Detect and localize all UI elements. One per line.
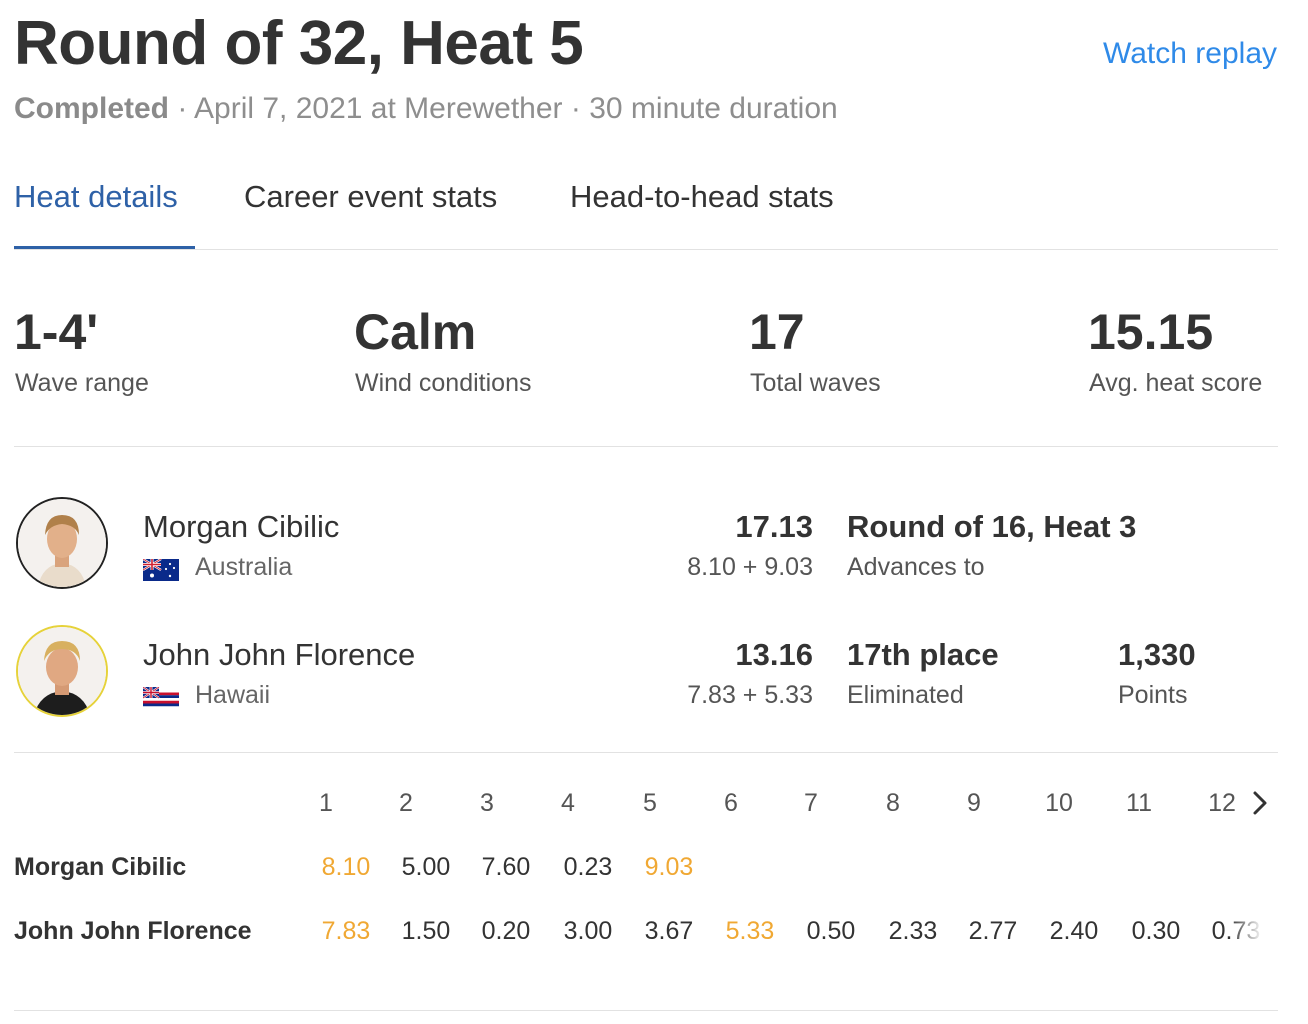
- heat-details: · April 7, 2021 at Merewether · 30 minut…: [169, 92, 838, 125]
- surfer-result-label: Advances to: [847, 553, 985, 581]
- tab-career-event-stats[interactable]: Career event stats: [244, 179, 498, 214]
- wave-score[interactable]: 1.50: [401, 917, 451, 945]
- avatar-john-john-florence[interactable]: [16, 625, 108, 717]
- stat-avg-score-label: Avg. heat score: [1089, 369, 1263, 397]
- watch-replay-link[interactable]: Watch replay: [1103, 37, 1277, 70]
- wave-score[interactable]: 0.20: [481, 917, 531, 945]
- divider: [14, 1010, 1278, 1011]
- surfer-country: Hawaii: [142, 679, 271, 711]
- wave-number: 1: [319, 789, 333, 817]
- wave-number: 8: [886, 789, 900, 817]
- active-tab-indicator: [14, 246, 195, 249]
- scroll-fade: [1230, 905, 1280, 955]
- stat-wind-label: Wind conditions: [355, 369, 532, 397]
- surfer-points-label: Points: [1118, 681, 1188, 709]
- surfer-score-breakdown: 7.83 + 5.33: [687, 681, 813, 709]
- wave-number: 4: [561, 789, 575, 817]
- wave-score[interactable]: 7.83: [321, 917, 371, 945]
- stat-wave-range-value: 1-4': [14, 304, 99, 360]
- wave-number: 12: [1208, 789, 1236, 817]
- surfer-name-john-john-florence[interactable]: John John Florence: [143, 637, 416, 672]
- surfer-result[interactable]: Round of 16, Heat 3: [847, 509, 1137, 544]
- surfer-country-label: Hawaii: [195, 681, 271, 709]
- surfer-name-morgan-cibilic[interactable]: Morgan Cibilic: [143, 509, 340, 544]
- heat-status: Completed: [14, 92, 170, 125]
- australia-flag-icon: [142, 557, 179, 582]
- tab-head-to-head-stats[interactable]: Head-to-head stats: [570, 179, 834, 214]
- wave-score[interactable]: 2.77: [968, 917, 1018, 945]
- wave-number: 11: [1126, 789, 1152, 817]
- avatar-morgan-cibilic[interactable]: [16, 497, 108, 589]
- wave-score[interactable]: 9.03: [644, 853, 694, 881]
- wave-row-name-john-john-florence: John John Florence: [14, 917, 252, 945]
- surfer-result: 17th place: [847, 637, 999, 672]
- surfer-country-label: Australia: [195, 553, 293, 581]
- page-title: Round of 32, Heat 5: [14, 9, 584, 78]
- chevron-right-icon[interactable]: [1246, 787, 1274, 819]
- wave-number: 9: [967, 789, 981, 817]
- wave-score[interactable]: 0.23: [563, 853, 613, 881]
- wave-number: 7: [804, 789, 818, 817]
- divider: [14, 446, 1278, 447]
- wave-score[interactable]: 5.33: [725, 917, 775, 945]
- wave-number: 6: [724, 789, 738, 817]
- stat-avg-score-value: 15.15: [1088, 304, 1214, 360]
- surfer-score-breakdown: 8.10 + 9.03: [687, 553, 813, 581]
- wave-score[interactable]: 8.10: [321, 853, 371, 881]
- stat-wind-value: Calm: [354, 304, 477, 360]
- wave-number: 5: [643, 789, 657, 817]
- wave-score[interactable]: 2.40: [1049, 917, 1099, 945]
- surfer-total-score: 13.16: [735, 637, 813, 672]
- tab-bar: Heat details Career event stats Head-to-…: [14, 175, 1278, 250]
- wave-number: 10: [1045, 789, 1073, 817]
- wave-score[interactable]: 3.67: [644, 917, 694, 945]
- hawaii-flag-icon: [142, 685, 179, 710]
- tab-heat-details[interactable]: Heat details: [14, 179, 178, 214]
- wave-number: 2: [399, 789, 413, 817]
- surfer-total-score: 17.13: [735, 509, 813, 544]
- wave-score[interactable]: 2.33: [888, 917, 938, 945]
- wave-row-name-morgan-cibilic: Morgan Cibilic: [14, 853, 187, 881]
- wave-score[interactable]: 3.00: [563, 917, 613, 945]
- stat-total-waves-label: Total waves: [750, 369, 881, 397]
- stat-total-waves-value: 17: [749, 304, 805, 360]
- wave-score[interactable]: 0.50: [806, 917, 856, 945]
- stat-wave-range-label: Wave range: [15, 369, 149, 397]
- surfer-points: 1,330: [1118, 637, 1196, 672]
- wave-score[interactable]: 0.30: [1131, 917, 1181, 945]
- heat-meta: Completed · April 7, 2021 at Merewether …: [14, 90, 838, 128]
- wave-score[interactable]: 5.00: [401, 853, 451, 881]
- divider: [14, 752, 1278, 753]
- surfer-country: Australia: [142, 551, 293, 583]
- wave-score[interactable]: 7.60: [481, 853, 531, 881]
- wave-number: 3: [480, 789, 494, 817]
- surfer-result-label: Eliminated: [847, 681, 964, 709]
